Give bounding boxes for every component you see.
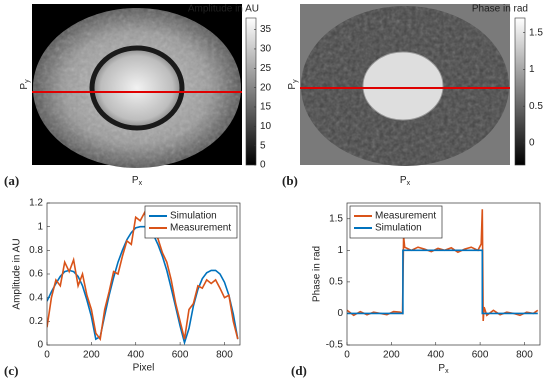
y-tick-label: 0.2 xyxy=(29,316,43,327)
y-tick-label: 0 xyxy=(337,308,343,319)
y-tick-label: 1 xyxy=(37,221,43,232)
x-tick-label: 200 xyxy=(83,350,100,361)
y-axis-label: Phase in rad xyxy=(312,246,323,302)
x-tick-label: 400 xyxy=(127,350,144,361)
amplitude-image xyxy=(32,4,242,168)
y-tick-label: 1.5 xyxy=(329,213,343,224)
colorbar-tick-label: 0.5 xyxy=(529,101,543,112)
colorbar-tick-label: 5 xyxy=(260,140,266,151)
x-axis-label: Px xyxy=(400,175,411,187)
colorbar-title: Amplitude in AU xyxy=(188,4,259,15)
x-axis-label-main: P xyxy=(438,363,445,374)
colorbar-tick-label: 35 xyxy=(260,24,272,35)
x-tick-label: 400 xyxy=(427,350,444,361)
series-line xyxy=(47,210,239,342)
x-tick-label: 0 xyxy=(344,350,350,361)
x-tick-label: 800 xyxy=(516,350,533,361)
colorbar-tick-label: 20 xyxy=(260,82,272,93)
legend-box xyxy=(349,205,443,239)
y-tick-label: 0.8 xyxy=(29,245,43,256)
legend-label: Simulation xyxy=(375,223,422,234)
colorbar-tick-label: 30 xyxy=(260,44,272,55)
panel-label: (d) xyxy=(291,363,307,378)
x-tick-label: 200 xyxy=(383,350,400,361)
colorbar xyxy=(245,17,257,166)
colorbar-tick-label: 15 xyxy=(260,102,272,113)
legend-label: Measurement xyxy=(375,211,436,222)
x-tick-label: 600 xyxy=(172,350,189,361)
x-axis-label-main: P xyxy=(400,175,407,186)
colorbar-tick-label: 1.5 xyxy=(529,27,543,38)
x-tick-label: 0 xyxy=(44,350,50,361)
y-tick-label: 0.6 xyxy=(29,269,43,280)
y-tick-label: 1 xyxy=(337,245,343,256)
y-tick-label: 0 xyxy=(37,340,43,351)
panel-label: (a) xyxy=(4,173,19,188)
series-line xyxy=(347,209,539,322)
colorbar-tick-label: 10 xyxy=(260,121,272,132)
x-tick-label: 600 xyxy=(472,350,489,361)
plot-frame xyxy=(46,202,241,346)
x-axis-label-main: P xyxy=(132,175,139,186)
x-axis-label: Pixel xyxy=(133,363,155,374)
y-axis-label: Py xyxy=(19,79,31,90)
colorbar-tick-label: 1 xyxy=(529,64,535,75)
y-tick-label: -0.5 xyxy=(326,340,344,351)
y-tick-label: 1.2 xyxy=(29,198,43,209)
colorbar-title: Phase in rad xyxy=(472,4,528,15)
legend-label: Simulation xyxy=(170,211,217,222)
colorbar-tick-label: 0 xyxy=(260,160,266,171)
series-line xyxy=(347,249,538,315)
phase-image xyxy=(300,4,510,166)
plot-frame xyxy=(346,202,541,346)
y-tick-label: 0.5 xyxy=(329,277,343,288)
y-axis-label-main: P xyxy=(287,83,298,90)
y-axis-label-main: P xyxy=(19,83,30,90)
panel-label: (c) xyxy=(4,363,18,378)
y-axis-label: Amplitude in AU xyxy=(12,238,23,309)
series-line xyxy=(47,225,239,345)
y-axis-label-sub: y xyxy=(24,79,31,83)
y-axis-label-sub: y xyxy=(292,79,299,83)
x-tick-label: 800 xyxy=(216,350,233,361)
colorbar-tick-label: 0 xyxy=(529,138,535,149)
panel-label: (b) xyxy=(282,173,298,188)
x-axis-label: Px xyxy=(438,363,449,375)
legend-box xyxy=(144,205,238,239)
x-axis-label: Px xyxy=(132,175,143,187)
colorbar-tick-label: 25 xyxy=(260,63,272,74)
x-axis-label-sub: x xyxy=(407,180,411,187)
legend-label: Measurement xyxy=(170,223,231,234)
x-axis-label-sub: x xyxy=(445,368,449,375)
y-axis-label: Py xyxy=(287,79,299,90)
x-axis-label-sub: x xyxy=(139,180,143,187)
y-tick-label: 0.4 xyxy=(29,292,43,303)
colorbar xyxy=(514,17,526,166)
